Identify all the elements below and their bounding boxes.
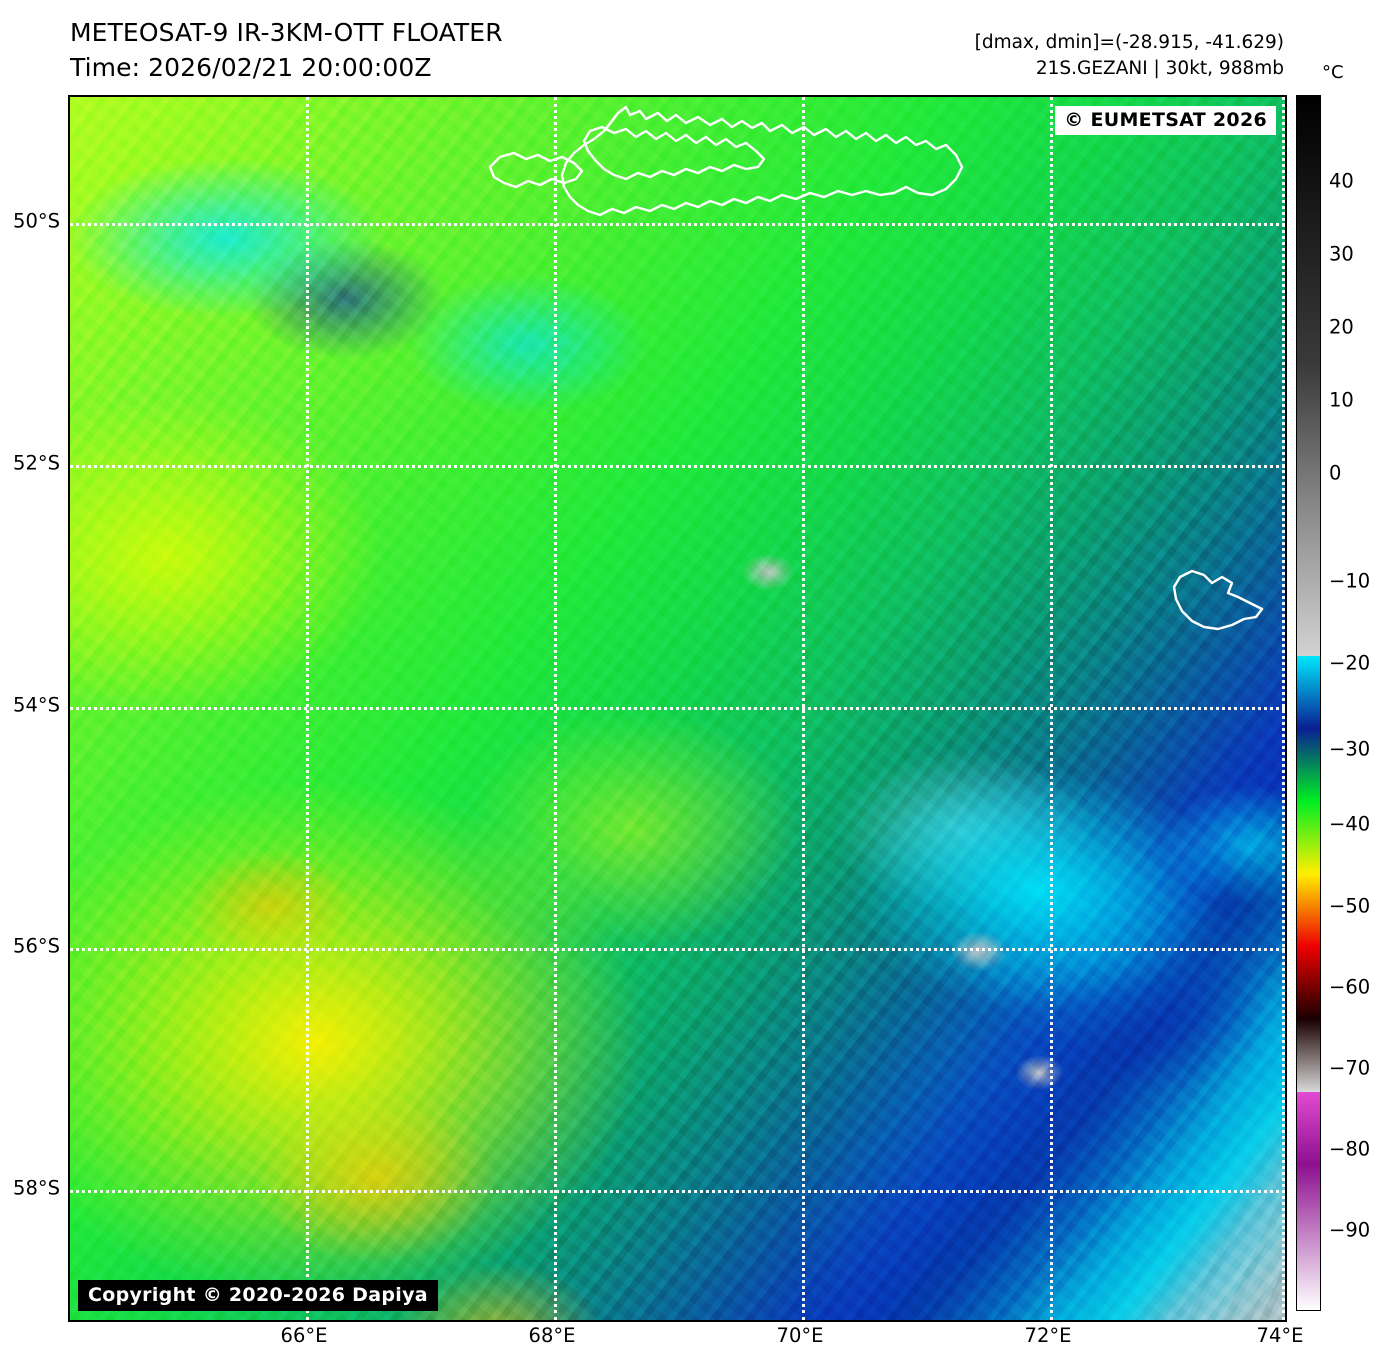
title-block: METEOSAT-9 IR-3KM-OTT FLOATER Time: 2026… bbox=[70, 18, 503, 83]
eumetsat-badge: © EUMETSAT 2026 bbox=[1055, 106, 1276, 135]
xtick-label-2: 70°E bbox=[776, 1324, 824, 1347]
page-title: METEOSAT-9 IR-3KM-OTT FLOATER bbox=[70, 18, 503, 47]
colorbar-tick-40: 40 bbox=[1329, 169, 1354, 193]
colorbar-unit-label: °C bbox=[1322, 62, 1344, 83]
colorbar-tick-m20: −20 bbox=[1329, 651, 1371, 675]
ytick-label-1: 52°S bbox=[13, 451, 60, 475]
gridline-lat-58 bbox=[70, 1190, 1285, 1193]
heard-island-coastline-icon bbox=[1172, 569, 1264, 631]
gridline-lat-54 bbox=[70, 707, 1285, 710]
colorbar-gradient bbox=[1297, 96, 1320, 1310]
storm-info-label: 21S.GEZANI | 30kt, 988mb bbox=[1035, 58, 1284, 79]
colorbar-tick-m60: −60 bbox=[1329, 975, 1371, 999]
satellite-image-plot[interactable]: © EUMETSAT 2026 Copyright © 2020-2026 Da… bbox=[68, 95, 1287, 1322]
colorbar-tick-m50: −50 bbox=[1329, 894, 1371, 918]
colorbar-tick-m80: −80 bbox=[1329, 1137, 1371, 1161]
metadata-block: [dmax, dmin]=(-28.915, -41.629) 21S.GEZA… bbox=[975, 31, 1284, 80]
ytick-label-4: 58°S bbox=[13, 1176, 60, 1200]
ir-imagery-canvas: © EUMETSAT 2026 Copyright © 2020-2026 Da… bbox=[70, 97, 1285, 1320]
gridline-lat-50 bbox=[70, 223, 1285, 226]
colorbar-tick-m10: −10 bbox=[1329, 569, 1371, 593]
gridline-lat-52 bbox=[70, 465, 1285, 468]
kerguelen-inner-coastline-icon bbox=[582, 125, 766, 181]
xtick-label-1: 68°E bbox=[528, 1324, 576, 1347]
colorbar[interactable] bbox=[1296, 95, 1321, 1311]
timestamp-label: Time: 2026/02/21 20:00:00Z bbox=[70, 53, 432, 82]
kerguelen-detail-coastline-icon bbox=[488, 151, 584, 189]
ytick-label-0: 50°S bbox=[13, 209, 60, 233]
colorbar-tick-m70: −70 bbox=[1329, 1056, 1371, 1080]
copyright-badge: Copyright © 2020-2026 Dapiya bbox=[78, 1280, 438, 1311]
colorbar-tick-10: 10 bbox=[1329, 388, 1354, 412]
colorbar-tick-m30: −30 bbox=[1329, 737, 1371, 761]
colorbar-tick-20: 20 bbox=[1329, 315, 1354, 339]
xtick-label-4: 74°E bbox=[1256, 1324, 1304, 1347]
colorbar-tick-30: 30 bbox=[1329, 242, 1354, 266]
colorbar-tick-m90: −90 bbox=[1329, 1218, 1371, 1242]
coastline-overlay bbox=[488, 105, 1264, 631]
kerguelen-coastline-icon bbox=[560, 105, 964, 217]
ytick-label-3: 56°S bbox=[13, 934, 60, 958]
ytick-label-2: 54°S bbox=[13, 693, 60, 717]
colorbar-tick-0: 0 bbox=[1329, 461, 1342, 485]
dminmax-label: [dmax, dmin]=(-28.915, -41.629) bbox=[974, 32, 1284, 53]
colorbar-tick-m40: −40 bbox=[1329, 812, 1371, 836]
xtick-label-3: 72°E bbox=[1024, 1324, 1072, 1347]
gridline-lat-56 bbox=[70, 948, 1285, 951]
xtick-label-0: 66°E bbox=[280, 1324, 328, 1347]
